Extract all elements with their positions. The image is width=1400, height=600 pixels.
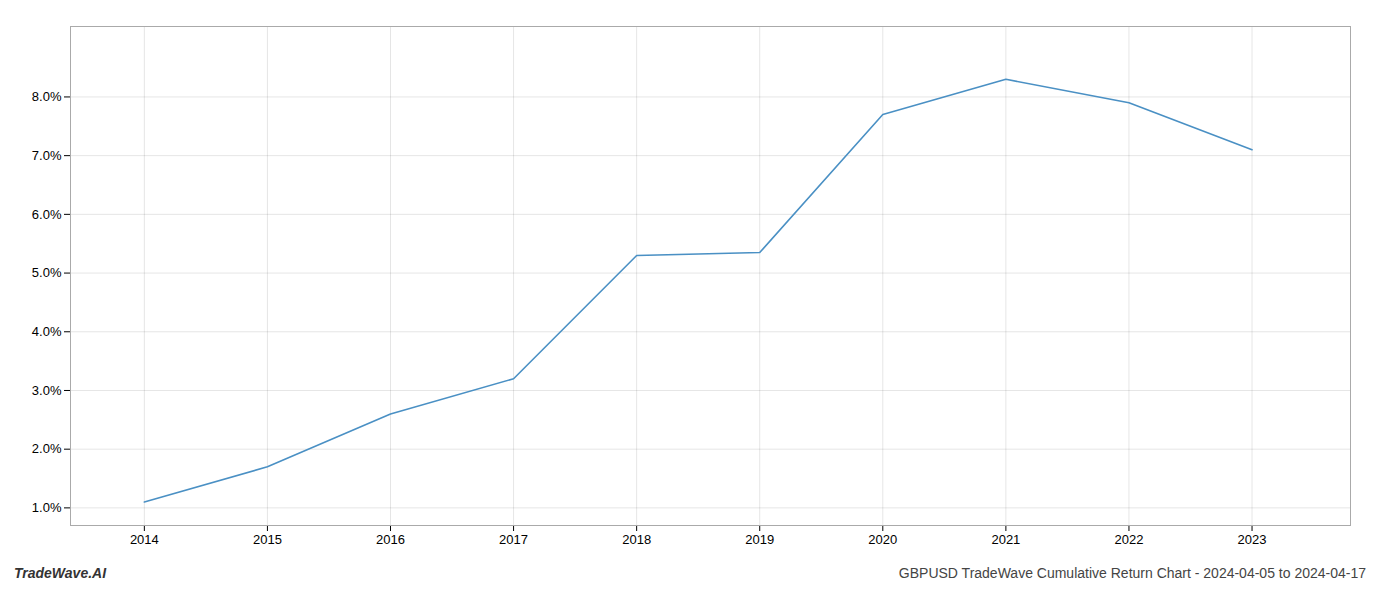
svg-text:8.0%: 8.0%: [32, 89, 62, 104]
svg-text:2019: 2019: [745, 532, 774, 547]
svg-text:2.0%: 2.0%: [32, 441, 62, 456]
svg-text:2017: 2017: [499, 532, 528, 547]
svg-text:2023: 2023: [1238, 532, 1267, 547]
svg-text:3.0%: 3.0%: [32, 383, 62, 398]
svg-text:2022: 2022: [1115, 532, 1144, 547]
svg-text:2021: 2021: [991, 532, 1020, 547]
svg-text:2014: 2014: [130, 532, 159, 547]
html-text:GBPUSD TradeWave Cumulative Re: GBPUSD TradeWave Cumulative Return Chart…: [898, 565, 1366, 581]
svg-text:2020: 2020: [868, 532, 897, 547]
svg-text:2018: 2018: [622, 532, 651, 547]
svg-text:5.0%: 5.0%: [32, 265, 62, 280]
svg-text:1.0%: 1.0%: [32, 500, 62, 515]
html-text:TradeWave.AI: TradeWave.AI: [14, 565, 107, 581]
svg-text:6.0%: 6.0%: [32, 207, 62, 222]
svg-text:2016: 2016: [376, 532, 405, 547]
svg-text:2015: 2015: [253, 532, 282, 547]
svg-text:7.0%: 7.0%: [32, 148, 62, 163]
svg-text:4.0%: 4.0%: [32, 324, 62, 339]
